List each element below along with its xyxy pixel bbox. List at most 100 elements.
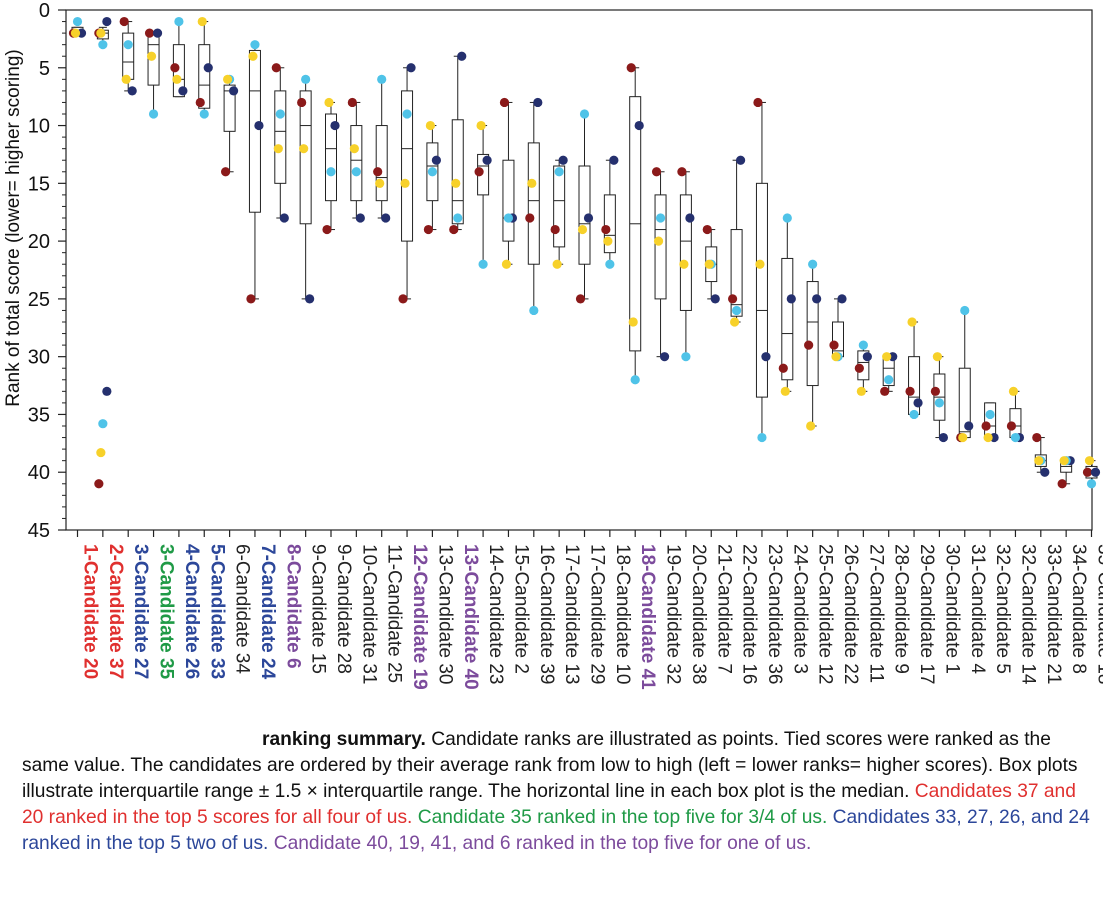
point-navy: [254, 120, 264, 131]
y-tick-label: 35: [28, 404, 50, 426]
point-yellow: [70, 28, 81, 38]
point-darkred: [144, 28, 155, 38]
point-navy: [1040, 467, 1050, 477]
point-darkred: [880, 386, 890, 396]
point-navy: [381, 213, 391, 223]
x-label-29: 24-Candidate 3: [789, 544, 810, 674]
point-darkred: [1006, 421, 1017, 431]
iqr-box: [654, 194, 667, 300]
point-darkred: [271, 63, 281, 73]
point-cyan: [148, 109, 159, 119]
iqr-box: [730, 229, 743, 317]
box-27: [730, 159, 743, 323]
point-darkred: [651, 167, 662, 177]
point-yellow: [375, 178, 385, 188]
x-label-19: 16-Candidate 39: [536, 544, 557, 685]
point-cyan: [503, 213, 514, 223]
point-cyan: [326, 167, 336, 177]
point-yellow: [983, 432, 993, 443]
point-navy: [812, 294, 822, 304]
point-navy: [710, 294, 720, 304]
caption-body: Candidate ranks are illustrated as point…: [22, 729, 1078, 802]
x-label-27: 22-Candidate 16: [739, 544, 760, 685]
box-13: [375, 78, 388, 219]
point-yellow: [806, 421, 816, 431]
point-yellow-top: [96, 28, 106, 38]
point-cyan: [554, 167, 564, 177]
point-navy: [609, 155, 619, 165]
point-cyan: [199, 109, 209, 119]
point-yellow: [451, 178, 461, 188]
y-tick-label: 5: [39, 58, 50, 80]
point-yellow: [780, 386, 790, 396]
point-darkred: [1057, 479, 1067, 489]
iqr-box: [679, 194, 692, 311]
point-cyan: [681, 352, 691, 362]
iqr-box: [755, 182, 768, 398]
point-cyan: [275, 109, 285, 119]
x-label-4: 3-Candidate 35: [156, 544, 177, 680]
point-darkred: [170, 63, 180, 73]
x-label-26: 21-Candidate 7: [713, 544, 734, 674]
point-navy: [685, 213, 695, 223]
iqr-box: [553, 165, 566, 248]
point-cyan: [250, 40, 260, 50]
iqr-box: [122, 32, 135, 80]
point-yellow: [324, 97, 334, 108]
point-yellow: [603, 236, 613, 246]
y-axis-label: Rank of total score (lower= higher scori…: [3, 49, 24, 406]
x-label-33: 28-Candidate 9: [891, 544, 912, 674]
point-navy: [786, 294, 796, 304]
point-cyan: [858, 340, 868, 350]
point-darkred: [677, 167, 687, 177]
point-yellow: [476, 120, 486, 131]
x-label-1: 1-Candidate 20: [80, 544, 101, 679]
iqr-box: [451, 119, 464, 225]
iqr-box: [502, 159, 515, 242]
point-yellow: [628, 317, 638, 327]
box-8: [248, 44, 261, 300]
caption-purple-note: Candidate 40, 19, 41, and 6 ranked in th…: [268, 833, 812, 854]
x-label-20: 17-Candidate 13: [561, 544, 582, 685]
iqr-box: [401, 90, 414, 242]
point-cyan: [909, 409, 919, 420]
x-label-35: 30-Candidate 1: [941, 544, 962, 674]
point-navy: [457, 51, 467, 61]
point-cyan: [174, 16, 184, 27]
point-cyan: [782, 213, 792, 223]
point-yellow: [425, 120, 435, 131]
point-yellow: [223, 74, 233, 84]
x-label-36: 31-Candidate 4: [967, 544, 988, 674]
box-19: [527, 101, 540, 311]
x-label-11: 9-Candidate 28: [333, 544, 354, 674]
x-label-40: 34-Candidate 8: [1068, 544, 1089, 674]
x-label-21: 17-Candidate 29: [587, 544, 608, 685]
iqr-box: [325, 113, 337, 202]
point-yellow: [577, 224, 588, 235]
box-5: [172, 21, 185, 98]
point-cyan: [579, 109, 590, 119]
point-darkred: [1032, 432, 1042, 443]
x-label-31: 26-Candidate 22: [840, 544, 861, 685]
x-label-9: 8-Candidate 6: [282, 544, 303, 669]
point-yellow: [1034, 456, 1044, 466]
point-navy: [178, 86, 188, 96]
point-yellow: [730, 317, 740, 327]
point-yellow: [958, 432, 968, 443]
point-navy: [736, 155, 746, 165]
point-yellow: [831, 352, 841, 362]
point-navy: [837, 294, 847, 304]
point-cyan-top: [98, 40, 108, 50]
point-yellow: [299, 144, 309, 154]
point-cyan: [960, 305, 970, 316]
point-navy: [862, 352, 872, 362]
x-label-13: 11-Candidate 25: [384, 544, 405, 683]
box-4: [147, 32, 160, 115]
point-yellow: [704, 259, 714, 269]
point-darkred: [626, 63, 636, 73]
box-15: [426, 125, 439, 231]
x-label-6: 5-Candidate 33: [206, 544, 227, 679]
point-cyan: [1010, 432, 1021, 443]
point-cyan: [123, 40, 133, 50]
point-navy: [305, 294, 315, 304]
